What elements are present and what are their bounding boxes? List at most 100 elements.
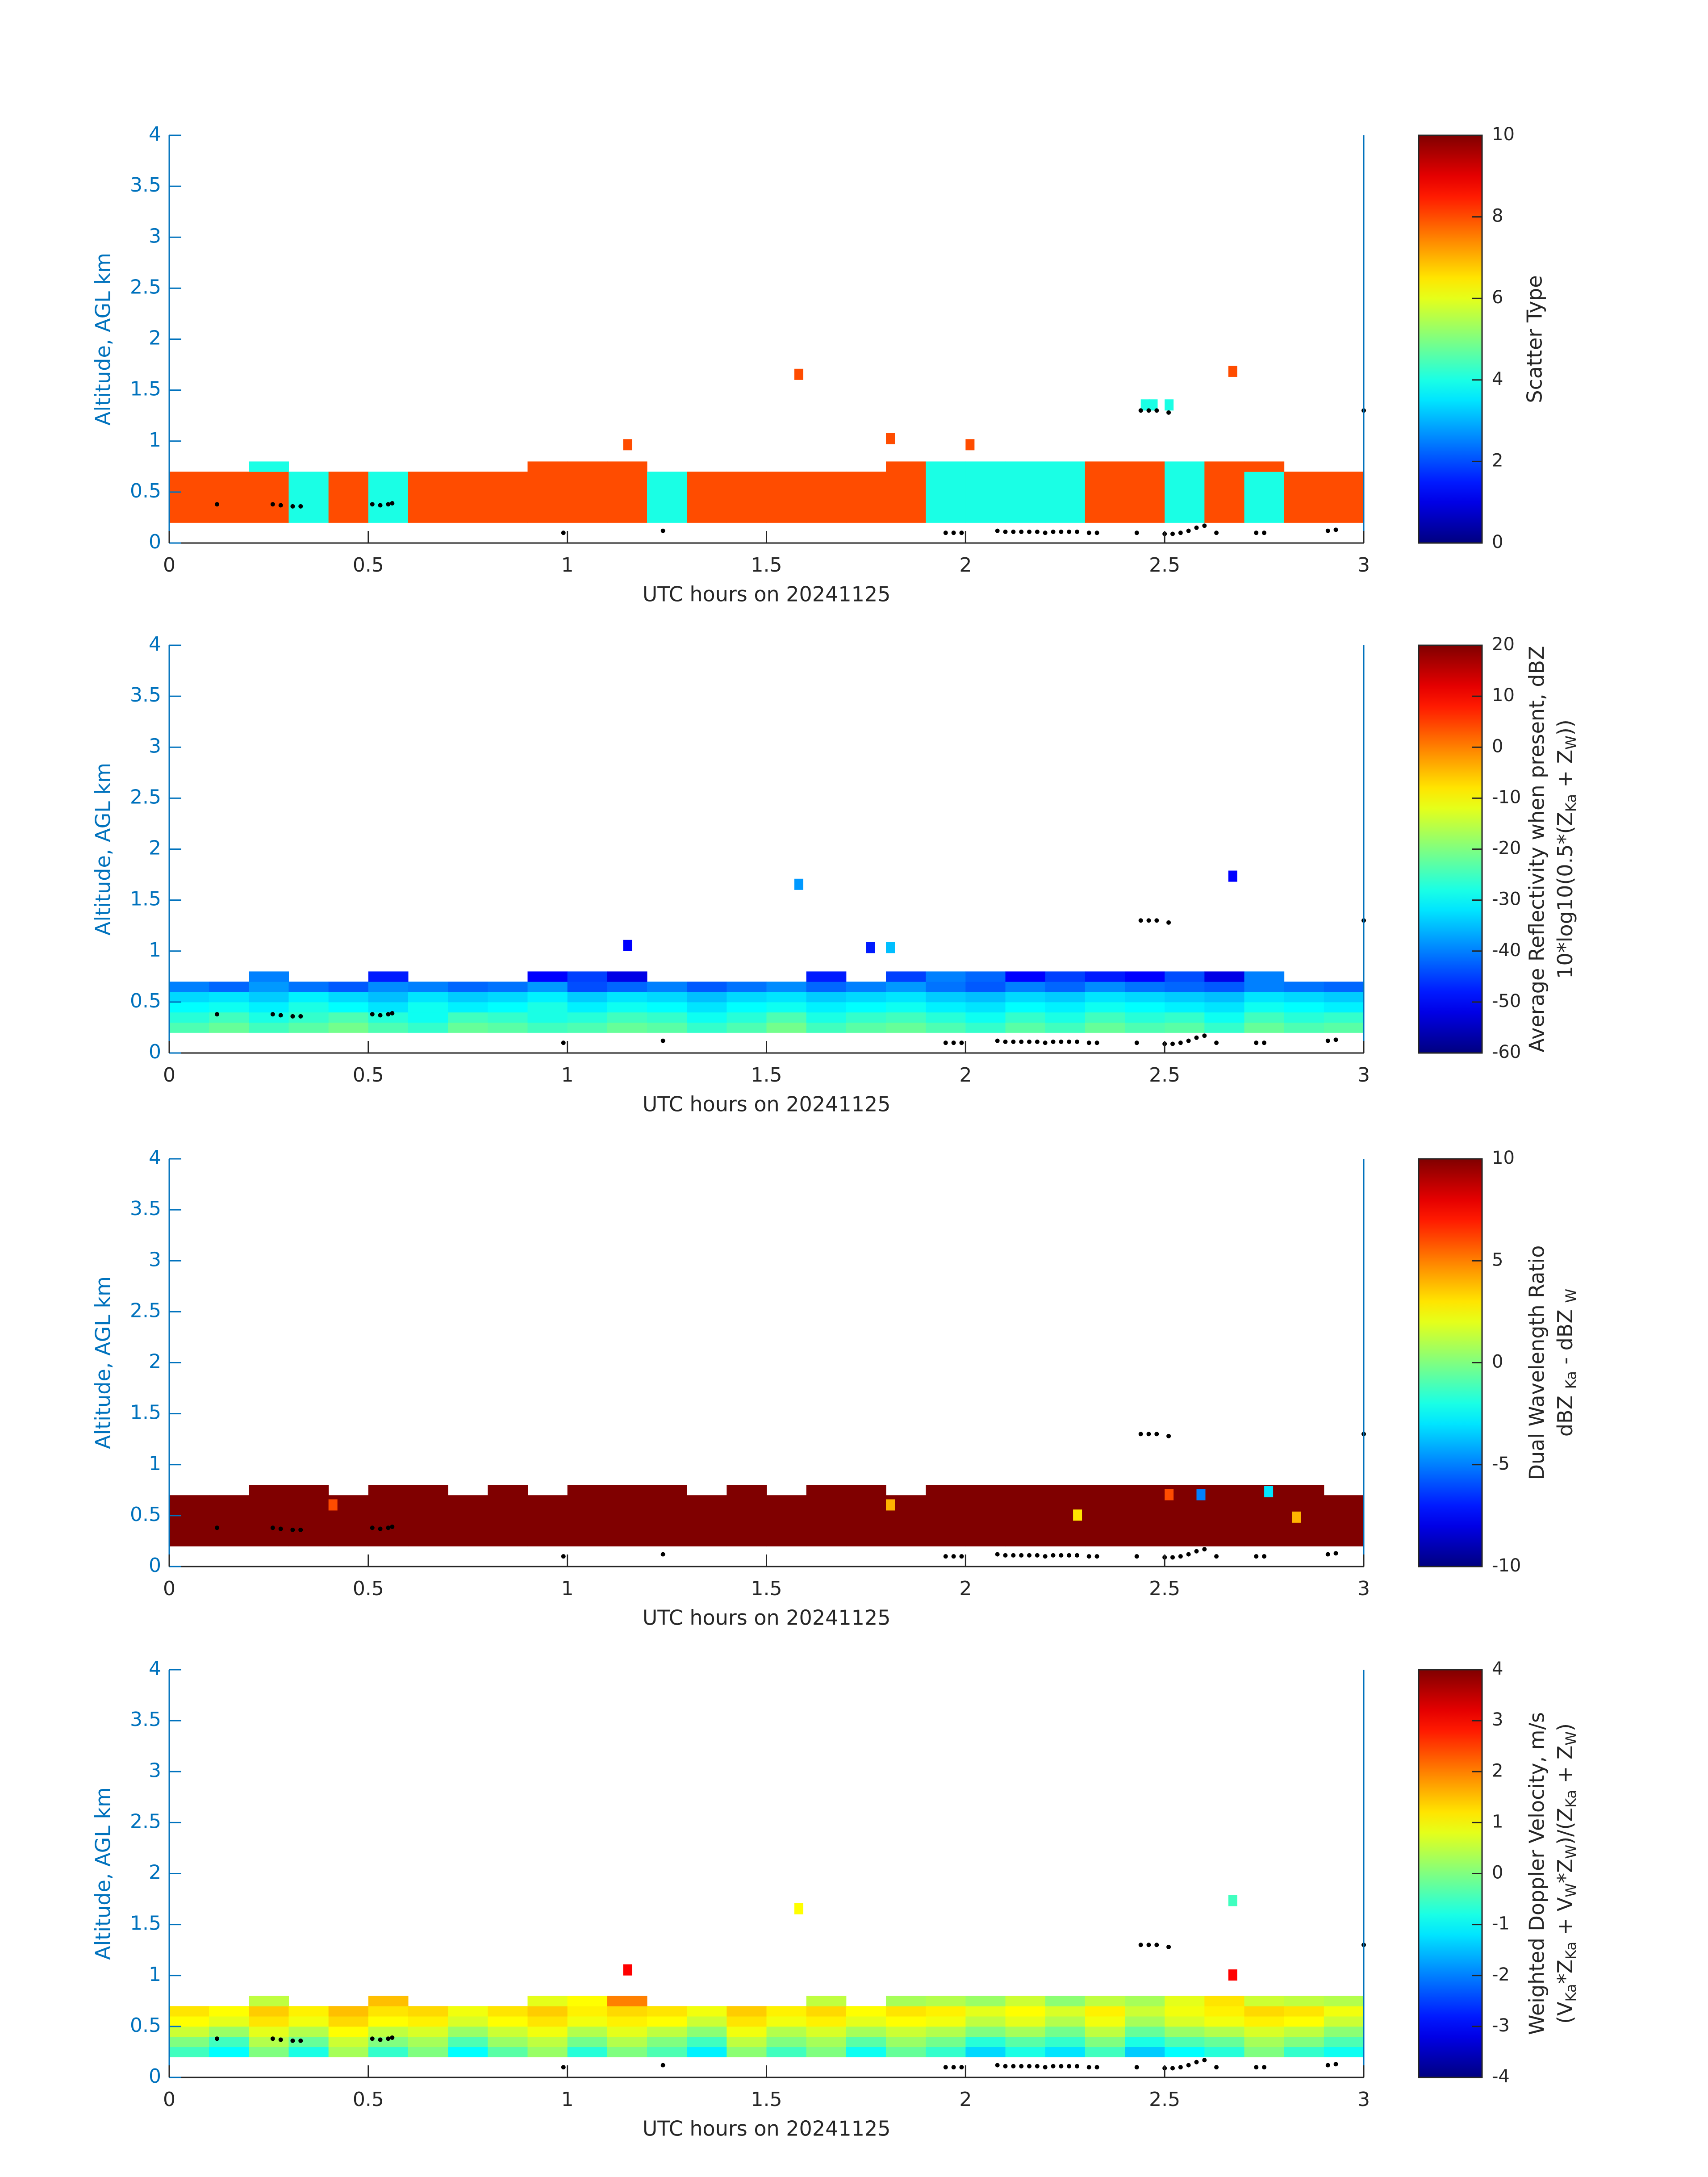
- cell: [328, 2036, 369, 2047]
- cell: [727, 2036, 767, 2047]
- cell: [288, 2047, 329, 2057]
- point: [1146, 1943, 1151, 1947]
- cell: [567, 482, 608, 493]
- cell: [1005, 1022, 1046, 1033]
- point: [1146, 408, 1151, 413]
- cell: [687, 2036, 727, 2047]
- point: [1214, 1040, 1219, 1045]
- cell: [1125, 461, 1165, 472]
- cell: [1005, 2006, 1046, 2017]
- cell: [328, 1002, 369, 1013]
- cell: [647, 2006, 687, 2017]
- cell: [249, 982, 289, 992]
- cell: [249, 1996, 289, 2006]
- cell: [448, 1536, 488, 1546]
- cell: [567, 492, 608, 503]
- cell: [1284, 492, 1324, 503]
- cell: [647, 2026, 687, 2037]
- label-part: dBZ: [1553, 1389, 1577, 1437]
- point: [215, 1525, 219, 1530]
- y-tick-label: 0.5: [130, 2014, 161, 2037]
- cell: [1085, 1515, 1125, 1526]
- cell: [567, 2006, 608, 2017]
- cell: [1085, 472, 1125, 482]
- cell: [607, 2036, 647, 2047]
- point: [1154, 918, 1159, 923]
- cell: [687, 2016, 727, 2027]
- cell: [886, 2006, 926, 2017]
- cell: [727, 1495, 767, 1506]
- cell: [1125, 2016, 1165, 2027]
- cell: [567, 1996, 608, 2006]
- cell: [288, 1022, 329, 1033]
- cell: [567, 982, 608, 992]
- cell: [1005, 971, 1046, 982]
- cell: [169, 992, 209, 1003]
- point: [1067, 1553, 1072, 1558]
- cell: [1085, 1022, 1125, 1033]
- spot-cell: [623, 1964, 632, 1976]
- cell: [806, 1485, 847, 1496]
- cell: [328, 2016, 369, 2027]
- x-tick-label: 2.5: [1149, 2088, 1180, 2111]
- cell: [1085, 1002, 1125, 1013]
- cell: [965, 1515, 1006, 1526]
- colorbar-tick-label: 8: [1492, 206, 1503, 226]
- cell: [846, 1012, 886, 1023]
- cell: [169, 2006, 209, 2017]
- cell: [647, 472, 687, 482]
- cell: [727, 1485, 767, 1496]
- cell: [727, 1022, 767, 1033]
- cell: [328, 472, 369, 482]
- cell: [328, 482, 369, 493]
- point: [1202, 523, 1207, 528]
- cell: [886, 482, 926, 493]
- cell: [249, 1536, 289, 1546]
- cell: [1165, 1485, 1205, 1496]
- cell: [169, 1515, 209, 1526]
- cell: [886, 992, 926, 1003]
- cell: [926, 982, 966, 992]
- cell: [727, 2026, 767, 2037]
- spot-cell: [886, 1499, 895, 1511]
- cell: [169, 1525, 209, 1537]
- cell: [1125, 1002, 1165, 1013]
- y-tick-label: 1: [149, 429, 161, 451]
- cell: [1284, 1515, 1324, 1526]
- point: [378, 1526, 383, 1531]
- label-part: )): [1553, 719, 1577, 735]
- point: [1086, 531, 1091, 535]
- cell: [169, 512, 209, 523]
- cell: [965, 1022, 1006, 1033]
- cell: [1125, 502, 1165, 513]
- cell: [886, 2036, 926, 2047]
- cell: [1244, 982, 1285, 992]
- cell: [448, 492, 488, 503]
- cell: [806, 1996, 847, 2006]
- cell: [1125, 2047, 1165, 2057]
- cell: [328, 992, 369, 1003]
- label-part: - dBZ: [1553, 1303, 1577, 1371]
- cell: [687, 992, 727, 1003]
- colorbar-tick-label: -30: [1492, 889, 1521, 910]
- cell: [1244, 502, 1285, 513]
- point: [1138, 918, 1143, 923]
- y-tick-label: 0: [149, 531, 161, 553]
- point: [660, 2063, 665, 2068]
- cell: [1244, 2036, 1285, 2047]
- cell: [288, 482, 329, 493]
- cell: [1324, 1515, 1364, 1526]
- cell: [926, 1525, 966, 1537]
- point: [1186, 528, 1191, 533]
- cell: [1284, 1505, 1324, 1516]
- point: [1154, 408, 1159, 413]
- point: [1214, 2065, 1219, 2070]
- cell: [1085, 2036, 1125, 2047]
- cell: [209, 472, 249, 482]
- cell: [926, 1002, 966, 1013]
- cell: [1125, 1525, 1165, 1537]
- cell: [647, 1525, 687, 1537]
- x-tick-label: 2.5: [1149, 554, 1180, 577]
- cell: [1085, 492, 1125, 503]
- cell: [607, 1996, 647, 2006]
